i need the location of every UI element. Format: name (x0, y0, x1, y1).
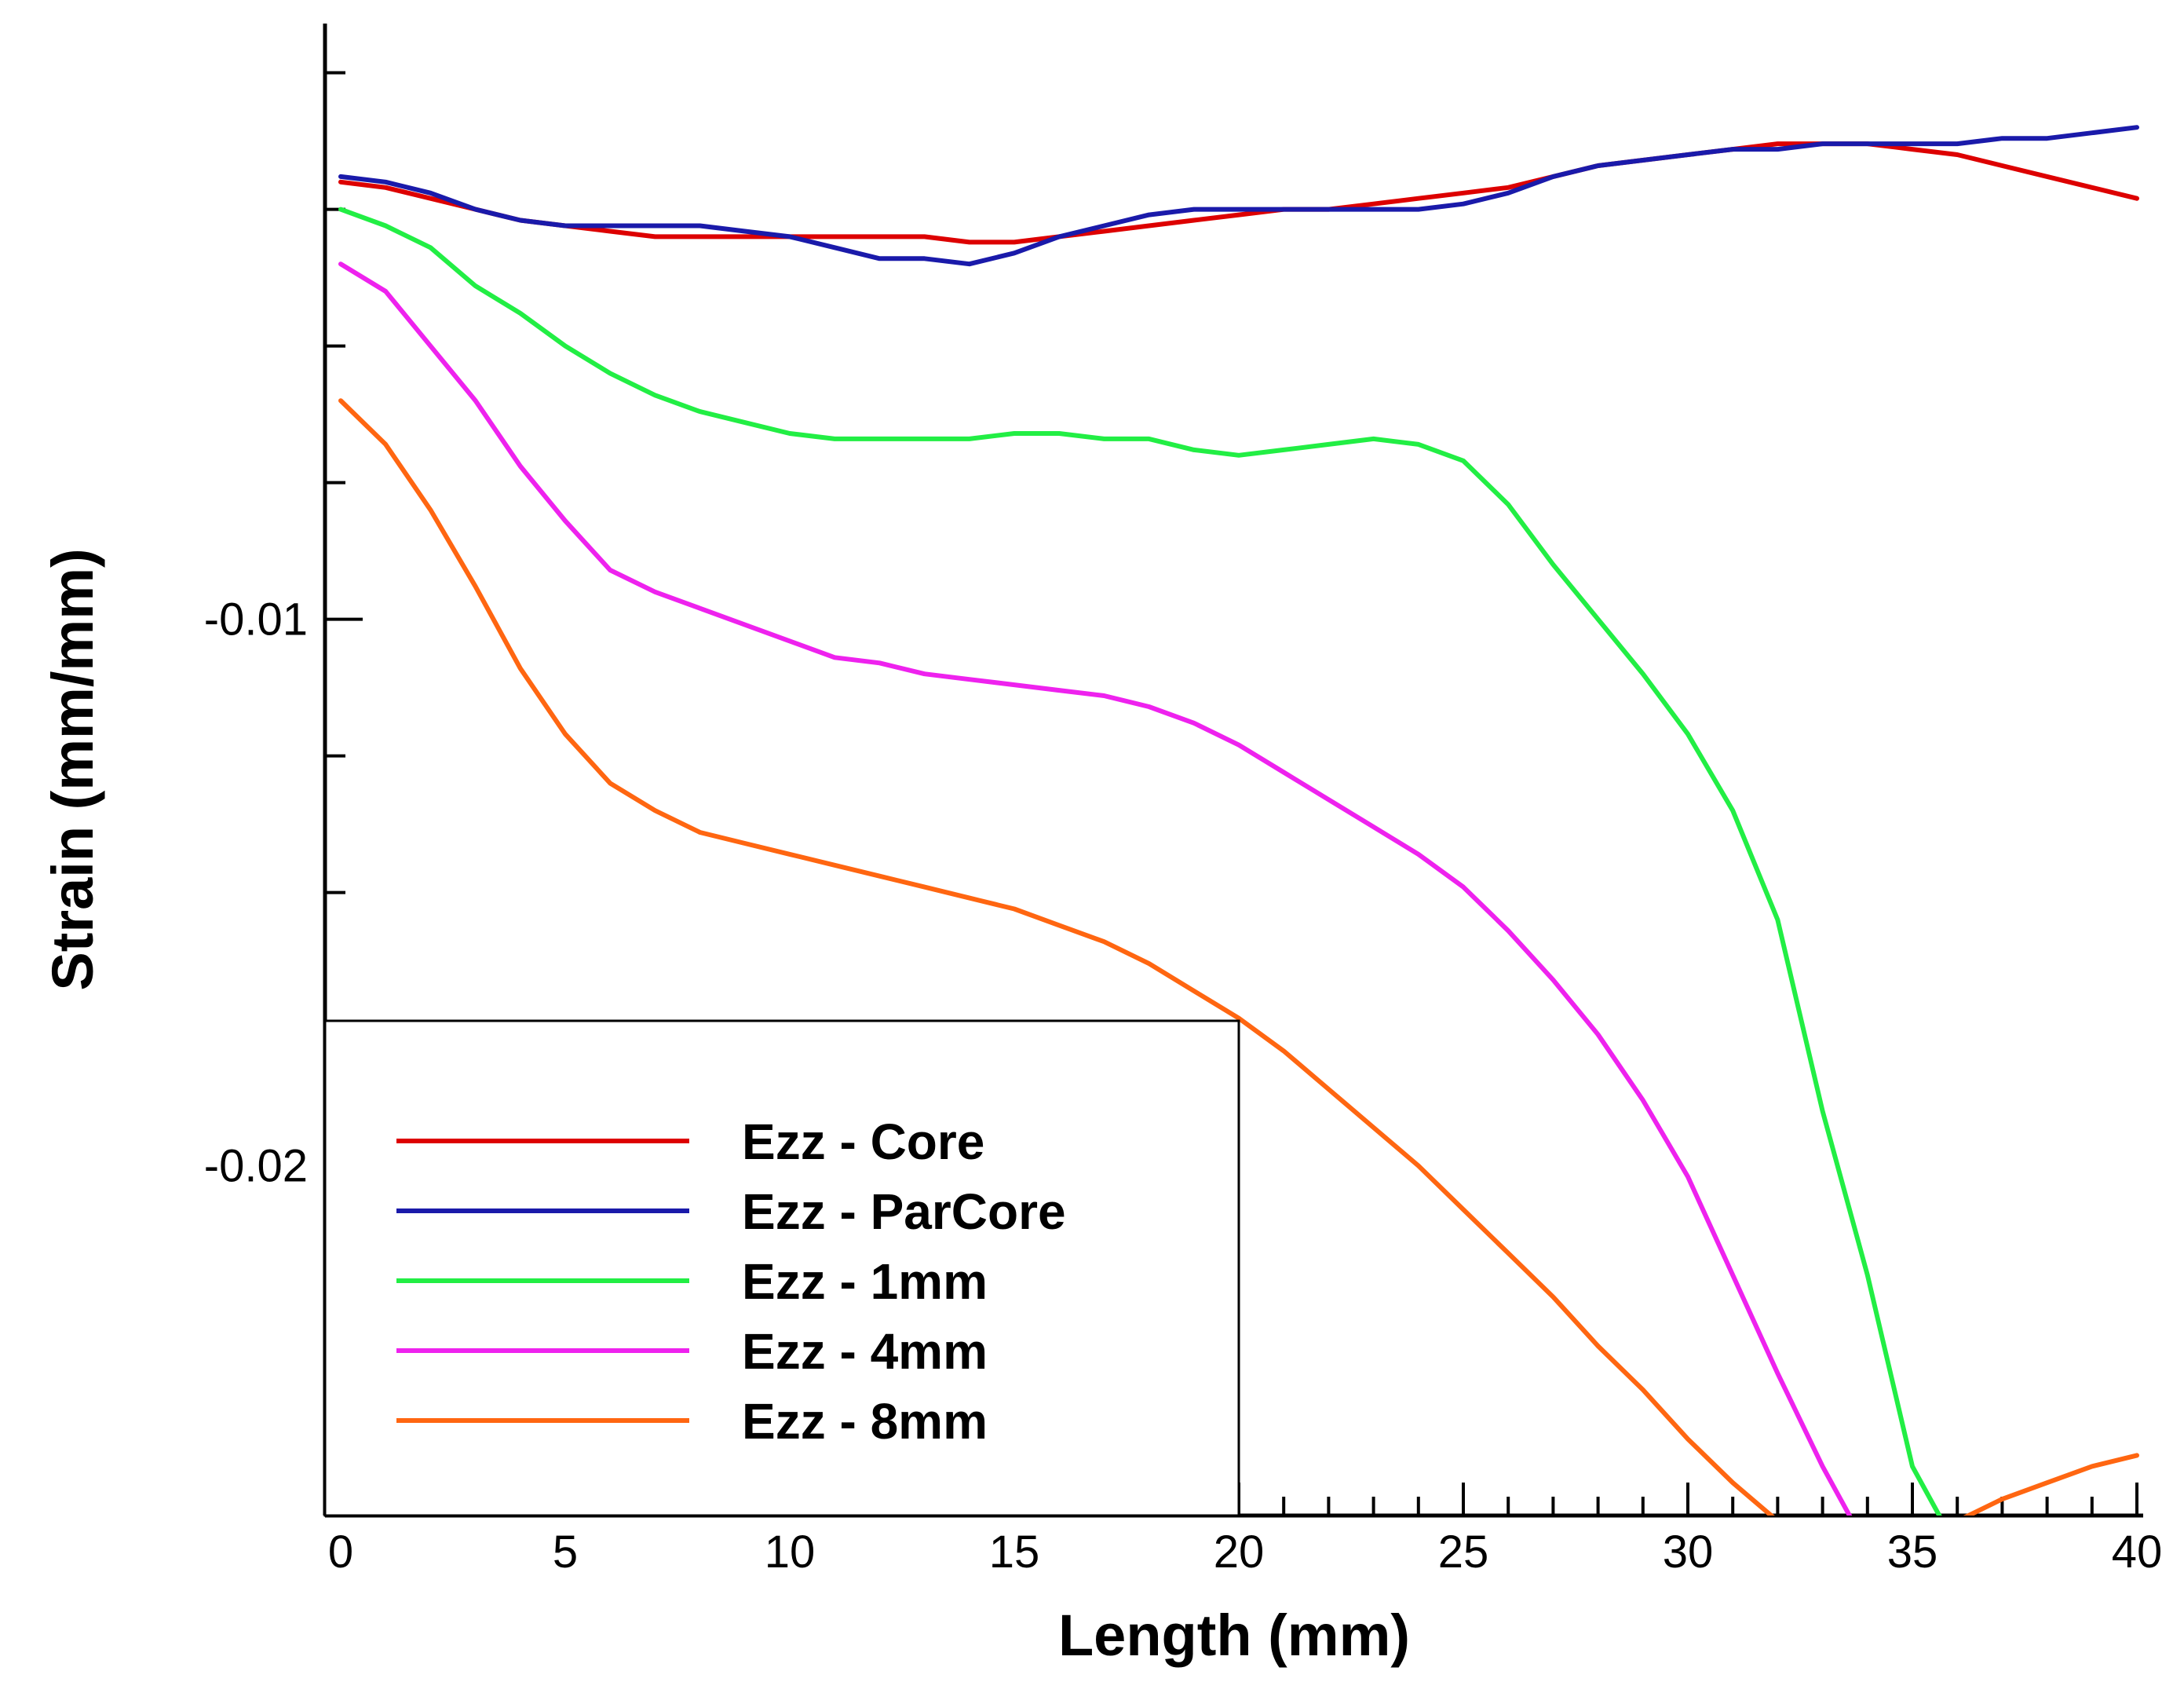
legend: Ezz - Core Ezz - ParCore Ezz - 1mm Ezz - 4m… (323, 1019, 1240, 1517)
legend-label-1: Ezz - Core (742, 1113, 984, 1170)
y-tick-label: -0.01 (204, 594, 308, 645)
series-line-5 (338, 398, 2139, 1516)
x-tick-label: 30 (1663, 1527, 1714, 1578)
series-line-2 (338, 125, 2139, 267)
x-tick-label: 10 (765, 1527, 816, 1578)
x-tick-label: 0 (328, 1527, 353, 1578)
legend-label-4: Ezz - 4mm (742, 1323, 988, 1380)
y-axis-ticks: -0.02 -0.01 (204, 71, 363, 1441)
x-tick-label: 35 (1887, 1527, 1938, 1578)
x-tick-label: 20 (1214, 1527, 1265, 1578)
x-tick-label: 25 (1438, 1527, 1489, 1578)
x-axis-title: Length (mm) (1058, 1603, 1410, 1668)
series-layer (338, 125, 2139, 1516)
x-tick-label: 40 (2112, 1527, 2163, 1578)
x-tick-label: 5 (553, 1527, 578, 1578)
y-axis-title: Strain (mm/mm) (40, 548, 105, 990)
x-tick-label: 15 (989, 1527, 1040, 1578)
legend-label-3: Ezz - 1mm (742, 1253, 988, 1310)
legend-box (323, 1019, 1240, 1517)
series-line-4 (338, 261, 1853, 1516)
legend-label-5: Ezz - 8mm (742, 1393, 988, 1450)
legend-label-2: Ezz - ParCore (742, 1183, 1066, 1240)
y-tick-label: -0.02 (204, 1141, 308, 1192)
series-line-3 (338, 207, 1942, 1516)
